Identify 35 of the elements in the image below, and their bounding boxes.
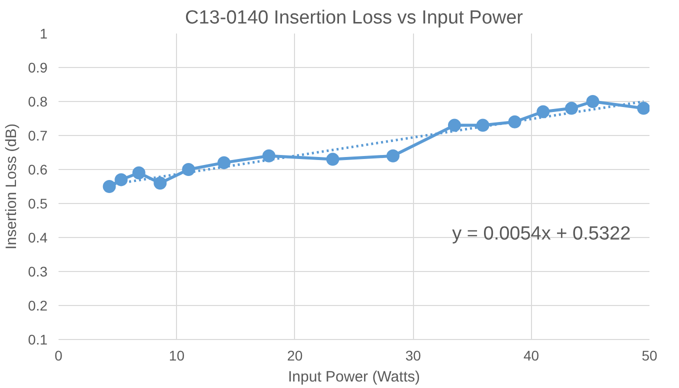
point [637, 102, 650, 115]
y-tick-label: 0.3 [28, 264, 48, 280]
point [476, 118, 490, 132]
point [586, 95, 600, 108]
x-tick-label: 0 [54, 348, 63, 364]
x-tick-label: 30 [405, 348, 422, 364]
y-tick-label: 0.1 [28, 332, 48, 348]
chart-title: C13-0140 Insertion Loss vs Input Power [185, 8, 524, 28]
x-tick-label: 20 [287, 348, 303, 364]
x-tick-label: 10 [168, 348, 185, 364]
x-axis-title: Input Power (Watts) [288, 368, 420, 386]
y-tick-label: 0.5 [28, 196, 48, 212]
point [262, 149, 276, 162]
x-tick-label: 40 [524, 348, 540, 364]
y-tick-label: 0.2 [28, 298, 48, 314]
y-axis-title: Insertion Loss (dB) [3, 124, 20, 250]
point [217, 156, 230, 170]
y-tick-label: 0.9 [28, 60, 48, 76]
point [102, 180, 116, 193]
point [326, 152, 340, 166]
point [182, 163, 196, 176]
point [132, 166, 146, 180]
point [386, 149, 400, 162]
y-tick-label: 1 [40, 26, 48, 42]
x-tick-label: 50 [642, 348, 658, 364]
y-tick-label: 0.8 [28, 94, 48, 110]
point [448, 118, 461, 132]
point [536, 105, 550, 118]
point [114, 173, 128, 186]
y-tick-label: 0.4 [28, 230, 48, 246]
y-tick-label: 0.6 [28, 162, 48, 178]
point [154, 176, 167, 190]
y-tick-label: 0.7 [28, 128, 48, 144]
point [564, 102, 578, 115]
annotation: y = 0.0054x + 0.5322 [452, 223, 631, 244]
